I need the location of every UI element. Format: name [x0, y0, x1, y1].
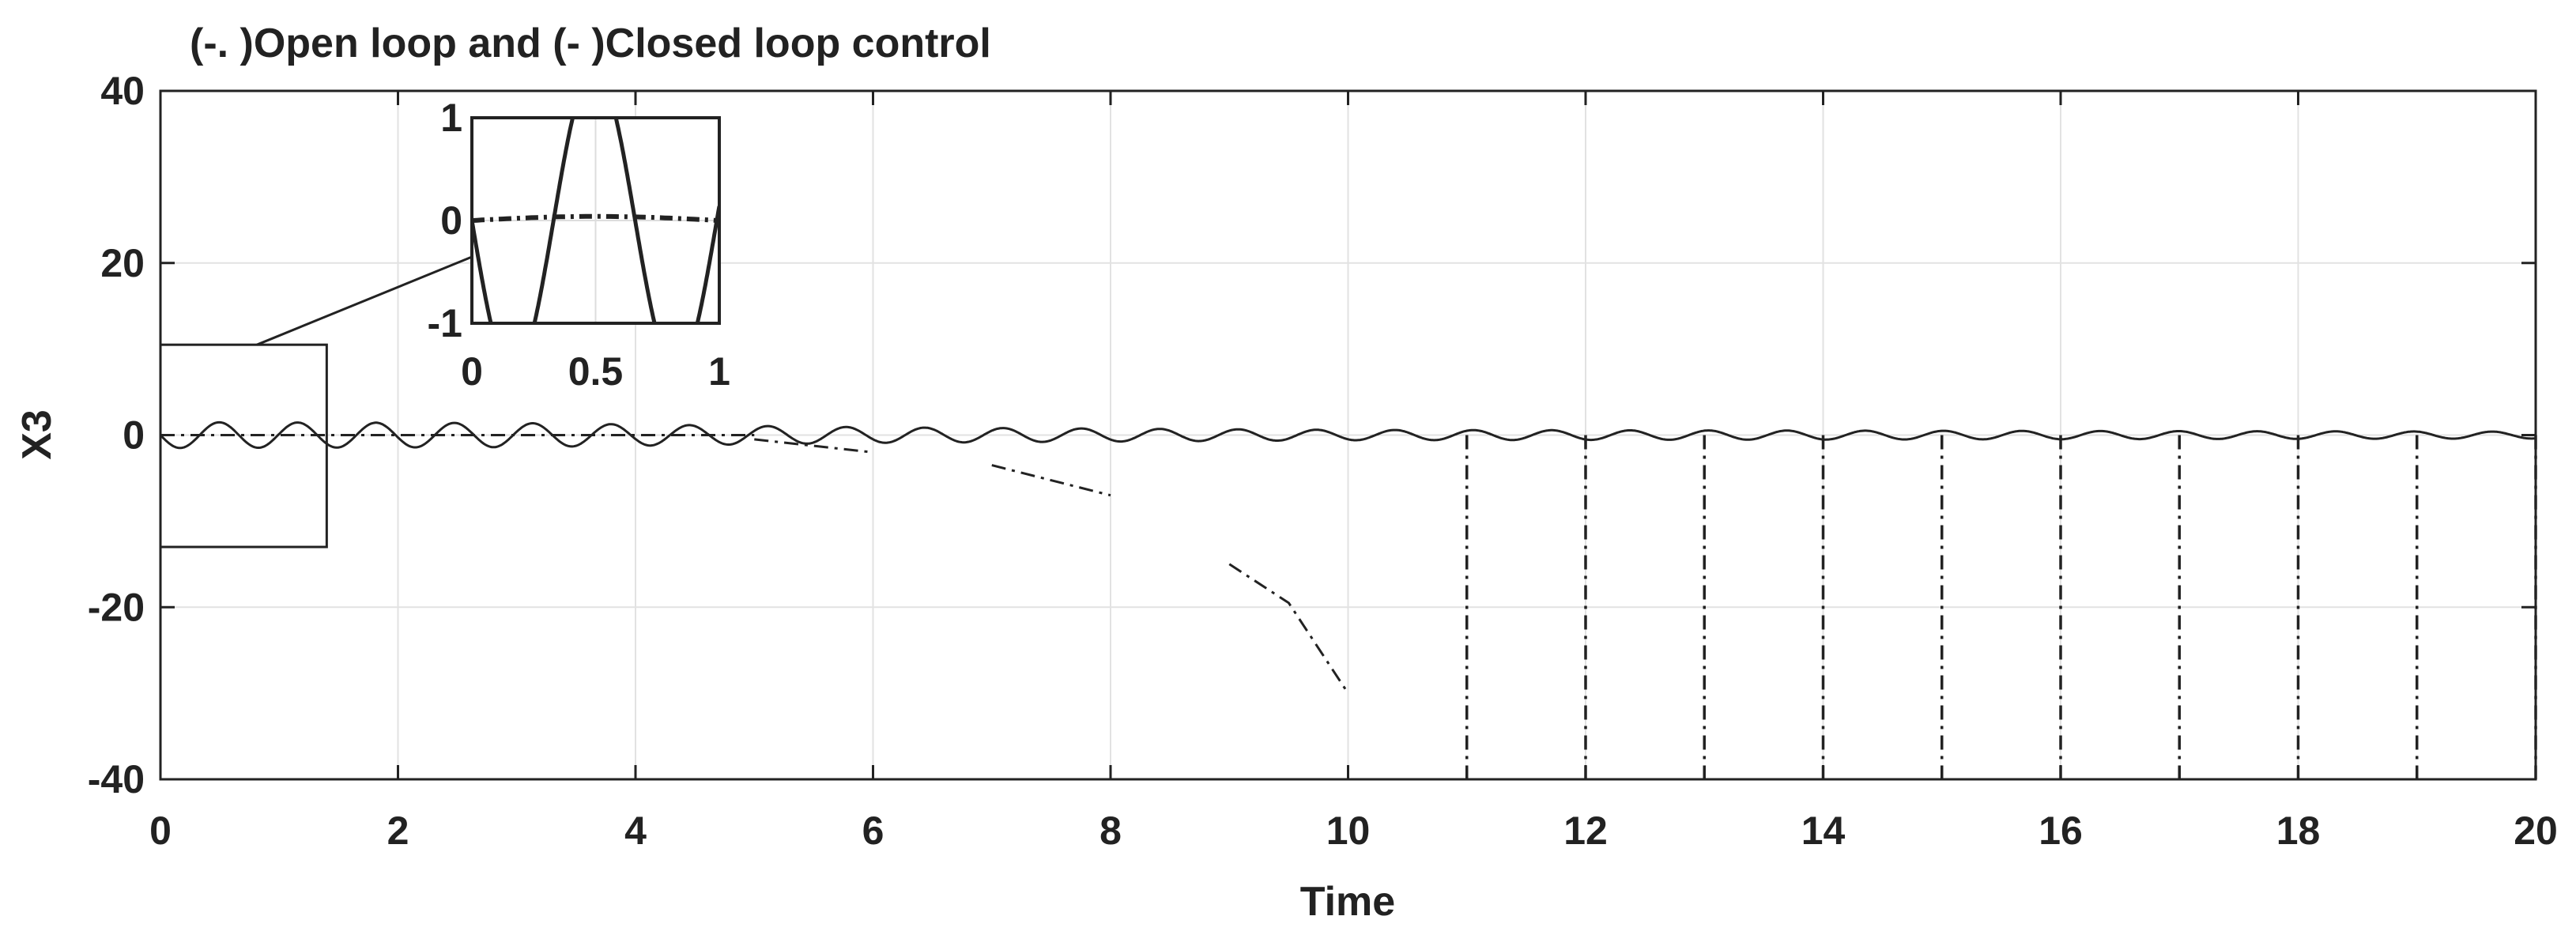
y-axis-ticks: 40 20 0 -20 -40 [88, 69, 2536, 801]
x-axis-ticks: 0 2 4 6 8 10 12 14 16 18 20 [149, 91, 2558, 853]
inset-y-tick-label: -1 [428, 301, 462, 345]
x-tick-label: 16 [2039, 809, 2083, 853]
x-tick-label: 0 [149, 809, 172, 853]
chart-title: (-. )Open loop and (- )Closed loop contr… [190, 21, 991, 66]
y-tick-label: 40 [100, 69, 145, 113]
open-loop-line [754, 438, 873, 454]
inset-plot: 0 0.5 110-1 [428, 96, 730, 394]
x-tick-label: 12 [1563, 809, 1608, 853]
x-tick-label: 10 [1326, 809, 1371, 853]
inset-y-tick-label: 1 [440, 96, 462, 140]
inset-y-tick-label: 0 [440, 198, 462, 243]
x-axis-label: Time [1300, 879, 1395, 925]
y-axis-label: X3 [14, 409, 60, 460]
x-tick-label: 18 [2276, 809, 2321, 853]
y-tick-label: 0 [123, 413, 145, 458]
y-tick-label: 20 [100, 241, 145, 285]
open-loop-line [1228, 563, 1349, 694]
zoom-indicator [159, 255, 473, 549]
x-tick-label: 14 [1801, 809, 1846, 853]
inset-x-tick-label: 1 [708, 349, 730, 394]
y-tick-label: -20 [88, 585, 145, 629]
inset-x-tick-label: 0.5 [568, 349, 624, 394]
zoom-connector [256, 255, 473, 346]
y-tick-label: -40 [88, 757, 145, 801]
closed-loop-line [159, 420, 2536, 450]
inset-x-tick-label: 0 [461, 349, 483, 394]
open-loop-line [991, 464, 1111, 497]
x-tick-label: 2 [387, 809, 409, 853]
x-tick-label: 20 [2514, 809, 2558, 853]
x-tick-label: 8 [1099, 809, 1122, 853]
inset-frame [470, 116, 721, 325]
x-tick-label: 4 [624, 809, 647, 853]
series-layer [159, 420, 2537, 779]
x-tick-label: 6 [862, 809, 884, 853]
zoom-box [159, 343, 328, 549]
